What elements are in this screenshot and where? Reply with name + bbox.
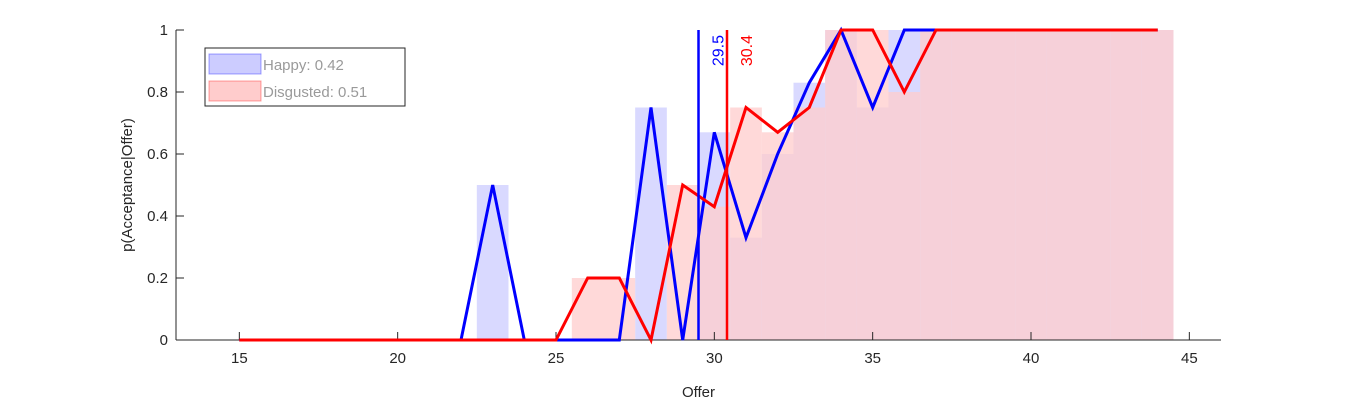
threshold-lines: 29.5 30.4 (697, 30, 756, 340)
x-axis-label: Offer (682, 384, 715, 401)
bar-disgusted-34 (825, 30, 857, 340)
bar-disgusted-40 (1015, 30, 1047, 340)
legend[interactable]: Happy: 0.42 Disgusted: 0.51 (204, 47, 406, 107)
x-tick-label-15: 15 (231, 350, 248, 367)
axes: 15 20 25 30 35 40 45 0 0.2 0.4 0.6 0.8 1 (147, 22, 1221, 367)
bar-disgusted-32 (761, 132, 794, 340)
x-tick-label-40: 40 (1023, 350, 1040, 367)
threshold-label-disgusted: 30.4 (739, 35, 756, 66)
y-tick-label-0.4: 0.4 (147, 208, 168, 225)
y-tick-label-0.2: 0.2 (147, 270, 168, 287)
x-tick-label-20: 20 (389, 350, 406, 367)
x-tick-label-30: 30 (706, 350, 723, 367)
legend-label-disgusted: Disgusted: 0.51 (263, 84, 367, 101)
bar-happy-28 (635, 107, 667, 340)
legend-label-happy: Happy: 0.42 (263, 57, 344, 74)
y-tick-label-0: 0 (160, 332, 168, 349)
bar-disgusted-26 (571, 278, 604, 340)
bar-happy-23 (476, 185, 509, 340)
disgusted-bars (571, 30, 1174, 340)
legend-swatch-happy (208, 53, 262, 75)
bar-disgusted-38 (951, 30, 984, 340)
x-tick-label-35: 35 (864, 350, 881, 367)
bar-disgusted-41 (1046, 30, 1079, 340)
bar-disgusted-39 (983, 30, 1016, 340)
bar-disgusted-36 (888, 92, 921, 340)
bar-disgusted-43 (1110, 30, 1142, 340)
bar-disgusted-33 (793, 107, 826, 340)
bar-disgusted-30 (698, 206, 731, 340)
y-tick-label-0.6: 0.6 (147, 146, 168, 163)
y-axis-label: p(Acceptance|Offer) (119, 118, 136, 252)
legend-swatch-disgusted (208, 80, 262, 102)
bar-disgusted-44 (1141, 30, 1174, 340)
bar-disgusted-42 (1078, 30, 1111, 340)
bar-disgusted-37 (920, 30, 952, 340)
x-tick-label-45: 45 (1181, 350, 1198, 367)
bar-disgusted-31 (730, 107, 762, 340)
y-tick-label-1: 1 (160, 22, 168, 39)
threshold-label-happy: 29.5 (711, 35, 728, 66)
y-tick-label-0.8: 0.8 (147, 84, 168, 101)
x-tick-label-25: 25 (548, 350, 565, 367)
